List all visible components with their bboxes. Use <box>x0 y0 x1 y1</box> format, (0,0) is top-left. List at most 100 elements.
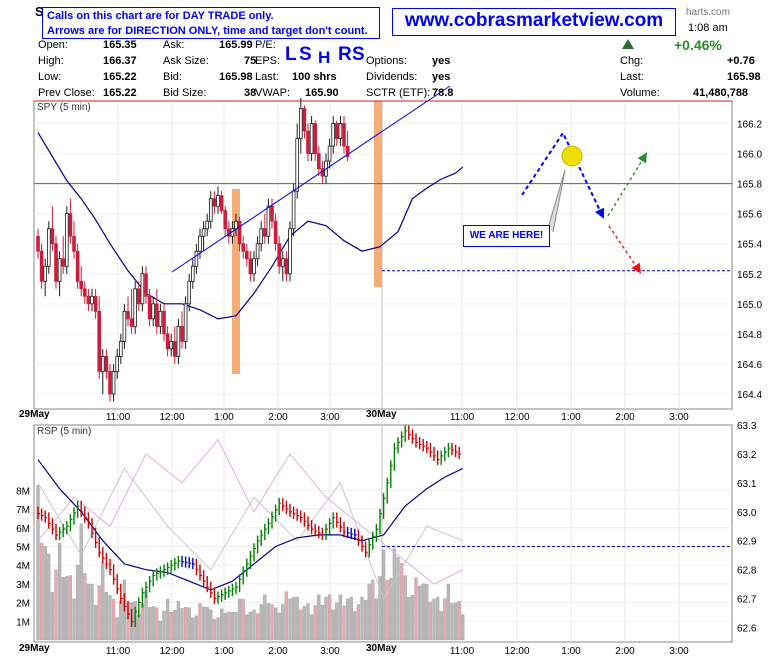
volume-bar <box>367 583 371 641</box>
volume-bar <box>407 596 411 641</box>
last-price-value: 165.98 <box>727 71 761 83</box>
candle-body <box>295 138 299 192</box>
disclaimer-line-1: Calls on this chart are for DAY TRADE on… <box>47 10 274 22</box>
time-tick: 3:00 <box>669 412 689 423</box>
rsp-y-tick: 63.2 <box>737 450 757 461</box>
candle-body <box>212 198 217 207</box>
volume-tick: 3M <box>16 580 30 591</box>
candle-body <box>208 198 213 222</box>
low-value: 165.22 <box>103 71 137 83</box>
candle-body <box>75 250 80 282</box>
candle-body <box>154 303 159 327</box>
volume-bar <box>446 583 451 641</box>
candle-body <box>187 280 192 305</box>
disclaimer-callout: Calls on this chart are for DAY TRADE on… <box>42 7 380 39</box>
volume-bar <box>101 562 105 641</box>
candle-body <box>172 340 177 357</box>
candle-body <box>219 195 224 212</box>
candle-body <box>158 310 163 327</box>
volume-bar <box>259 604 263 641</box>
ask-size-label: Ask Size: <box>163 55 209 67</box>
volume-bar <box>342 605 346 641</box>
volume-bar <box>353 611 357 641</box>
volume-bar <box>435 596 440 641</box>
volume-bar <box>83 573 87 641</box>
rsp-panel-title: RSP (5 min) <box>37 426 92 437</box>
volume-bar <box>302 606 307 641</box>
volume-bar <box>147 607 152 641</box>
price-moving-average <box>37 132 464 320</box>
volume-bar <box>363 600 368 641</box>
price-y-tick: 164.8 <box>737 330 762 341</box>
prev-close-label: Prev Close: <box>38 87 95 99</box>
candle-body <box>61 258 65 267</box>
rsp-y-tick: 62.6 <box>737 624 757 635</box>
time-tick: 2:00 <box>268 646 288 657</box>
candle-body <box>140 273 145 305</box>
volume-axis-labels: 1M 2M 3M 4M 5M 6M 7M 8M <box>16 486 30 628</box>
volume-bar <box>284 591 289 641</box>
candle-body <box>83 288 87 297</box>
candle-body <box>126 310 130 320</box>
candle-body <box>169 340 174 350</box>
volume-bar <box>374 598 379 641</box>
time-tick: 3:00 <box>320 646 340 657</box>
volume-value: 41,480,788 <box>693 87 749 99</box>
high-label: High: <box>38 55 64 67</box>
volume-bar <box>241 598 245 641</box>
rsp-volume-bars <box>36 485 465 641</box>
high-value: 166.37 <box>103 55 137 67</box>
candle-body <box>165 333 170 350</box>
volume-bar <box>453 602 458 641</box>
volume-bar <box>97 585 101 641</box>
candle-body <box>338 123 343 139</box>
price-y-tick: 166.2 <box>737 120 762 131</box>
eps-label: EPS: <box>255 55 281 67</box>
price-y-tick: 166.0 <box>737 150 762 161</box>
reference-lines <box>34 100 732 272</box>
volume-bar <box>288 598 292 641</box>
volume-tick: 2M <box>16 599 30 610</box>
change-percent: +0.46% <box>674 37 722 53</box>
price-y-tick: 165.6 <box>737 210 762 221</box>
trend-line <box>171 85 451 273</box>
candle-body <box>47 228 51 267</box>
volume-bar <box>169 612 173 641</box>
options-label: Options: <box>366 55 407 67</box>
price-y-tick: 165.2 <box>737 270 762 281</box>
volume-bar <box>57 543 62 641</box>
time-tick: 2:00 <box>615 646 635 657</box>
candle-body <box>302 108 307 132</box>
volume-bar <box>162 610 166 641</box>
pe-label: P/E: <box>255 39 276 51</box>
rsp-y-axis-labels: 62.6 62.7 62.8 62.9 63.0 63.1 63.2 63.3 <box>737 421 757 635</box>
options-value: yes <box>432 55 451 67</box>
time-tick: 11:00 <box>450 646 475 657</box>
candle-body <box>331 123 335 147</box>
volume-bar <box>93 604 98 641</box>
volume-bar <box>39 542 44 641</box>
candle-body <box>241 243 246 252</box>
time-tick: 2:00 <box>615 412 635 423</box>
volume-bar <box>309 614 314 641</box>
volume-bar <box>306 603 310 641</box>
volume-bar <box>385 580 389 641</box>
candle-body <box>115 356 120 372</box>
volume-bar <box>410 594 415 641</box>
brand-fragment: harts.com <box>686 7 730 18</box>
volume-bar <box>371 579 375 641</box>
candle-body <box>234 220 238 230</box>
volume-bar <box>277 612 281 641</box>
volume-tick: 8M <box>16 486 30 497</box>
candle-body <box>216 195 220 207</box>
volume-bar <box>313 605 317 641</box>
volume-bar <box>360 596 364 641</box>
volume-bar <box>345 598 350 641</box>
candle-body <box>144 273 148 297</box>
volume-bar <box>338 594 343 641</box>
candle-body <box>223 210 228 230</box>
website-banner[interactable]: www.cobrasmarketview.com <box>392 8 676 36</box>
volume-bar <box>299 609 303 641</box>
label-l: L <box>285 44 297 65</box>
